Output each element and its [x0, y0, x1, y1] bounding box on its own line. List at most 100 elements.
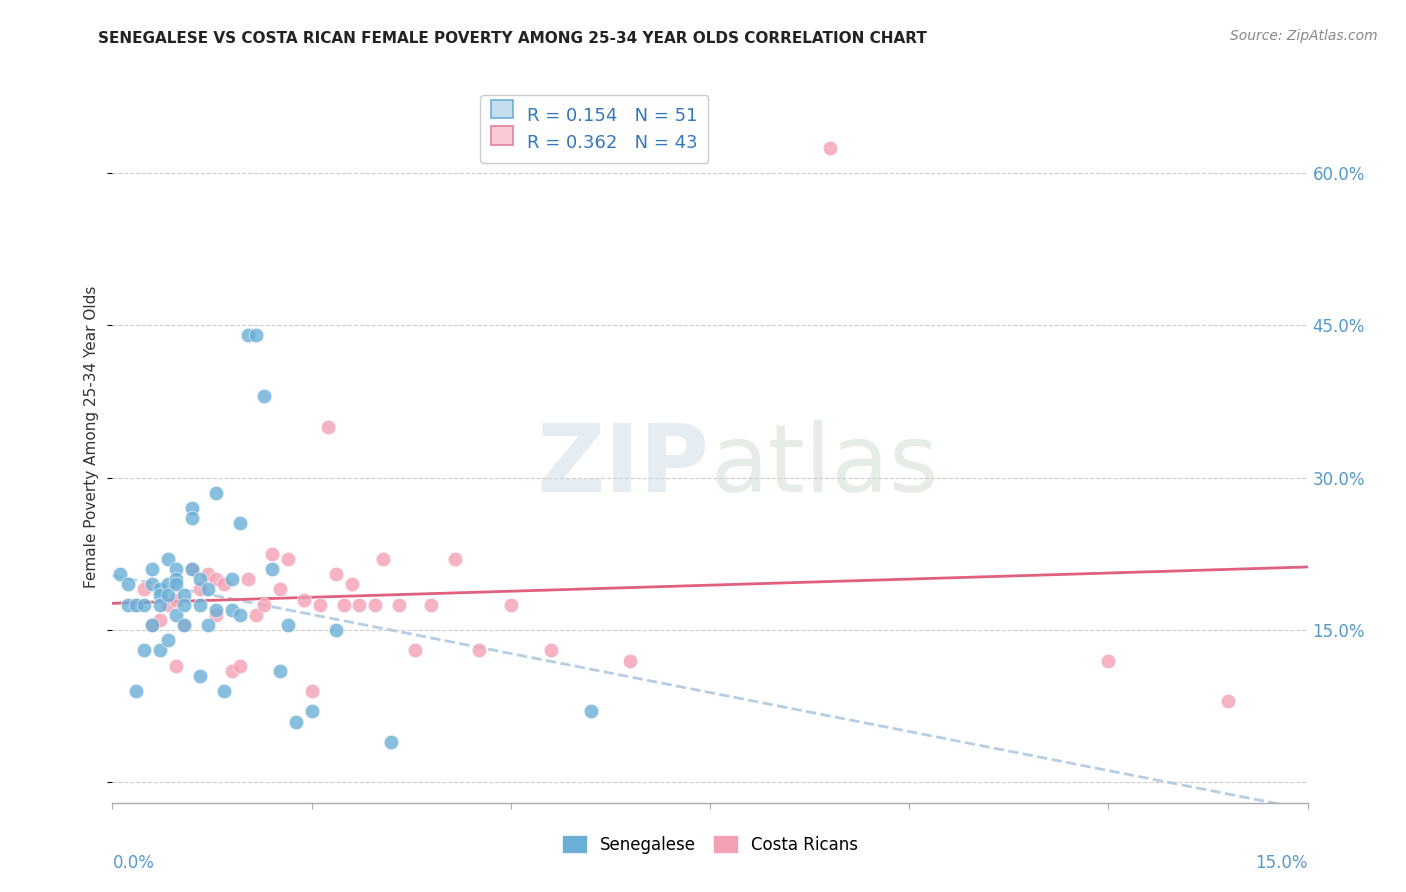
Point: [316, 420, 339, 434]
Point: [373, 552, 395, 566]
Point: [308, 598, 330, 612]
Point: [141, 577, 163, 591]
Point: [260, 562, 283, 576]
Point: [540, 643, 562, 657]
Point: [134, 582, 156, 597]
Point: [245, 607, 267, 622]
Point: [173, 588, 195, 602]
Point: [117, 577, 139, 591]
Point: [212, 577, 235, 591]
Point: [349, 598, 371, 612]
Y-axis label: Female Poverty Among 25-34 Year Olds: Female Poverty Among 25-34 Year Olds: [84, 286, 100, 588]
Point: [188, 582, 211, 597]
Point: [301, 705, 323, 719]
Point: [221, 603, 243, 617]
Point: [149, 582, 172, 597]
Point: [165, 562, 187, 576]
Point: [141, 618, 163, 632]
Point: [149, 588, 172, 602]
Point: [253, 598, 276, 612]
Point: [188, 572, 211, 586]
Point: [165, 592, 187, 607]
Point: [277, 618, 299, 632]
Point: [499, 598, 522, 612]
Point: [277, 552, 299, 566]
Point: [229, 607, 252, 622]
Point: [229, 658, 252, 673]
Point: [340, 577, 363, 591]
Point: [260, 547, 283, 561]
Point: [197, 618, 219, 632]
Point: [157, 633, 180, 648]
Point: [236, 572, 259, 586]
Point: [332, 598, 354, 612]
Point: [157, 552, 180, 566]
Point: [420, 598, 443, 612]
Point: [404, 643, 426, 657]
Point: [157, 588, 180, 602]
Point: [205, 603, 228, 617]
Point: [149, 613, 172, 627]
Text: Source: ZipAtlas.com: Source: ZipAtlas.com: [1230, 29, 1378, 43]
Point: [205, 572, 228, 586]
Point: [236, 328, 259, 343]
Text: 0.0%: 0.0%: [112, 854, 155, 872]
Point: [165, 607, 187, 622]
Point: [117, 598, 139, 612]
Point: [181, 562, 204, 576]
Point: [157, 577, 180, 591]
Point: [165, 658, 187, 673]
Point: [292, 592, 315, 607]
Point: [188, 669, 211, 683]
Point: [165, 577, 187, 591]
Point: [173, 618, 195, 632]
Point: [229, 516, 252, 531]
Point: [221, 664, 243, 678]
Point: [173, 598, 195, 612]
Point: [110, 567, 132, 582]
Point: [818, 140, 841, 154]
Point: [1097, 654, 1119, 668]
Point: [253, 389, 276, 403]
Point: [141, 562, 163, 576]
Point: [149, 643, 172, 657]
Point: [245, 328, 267, 343]
Point: [205, 607, 228, 622]
Point: [212, 684, 235, 698]
Text: SENEGALESE VS COSTA RICAN FEMALE POVERTY AMONG 25-34 YEAR OLDS CORRELATION CHART: SENEGALESE VS COSTA RICAN FEMALE POVERTY…: [98, 31, 928, 46]
Point: [380, 735, 402, 749]
Point: [157, 598, 180, 612]
Point: [468, 643, 491, 657]
Point: [181, 562, 204, 576]
Point: [205, 486, 228, 500]
Point: [221, 572, 243, 586]
Point: [197, 582, 219, 597]
Point: [579, 705, 602, 719]
Point: [125, 598, 148, 612]
Point: [301, 684, 323, 698]
Text: atlas: atlas: [710, 420, 938, 512]
Point: [141, 618, 163, 632]
Point: [619, 654, 641, 668]
Point: [125, 598, 148, 612]
Point: [269, 582, 291, 597]
Point: [197, 567, 219, 582]
Point: [284, 714, 307, 729]
Point: [444, 552, 467, 566]
Point: [364, 598, 387, 612]
Point: [269, 664, 291, 678]
Point: [181, 501, 204, 516]
Point: [149, 598, 172, 612]
Point: [325, 567, 347, 582]
Text: 15.0%: 15.0%: [1256, 854, 1308, 872]
Point: [181, 511, 204, 525]
Point: [125, 684, 148, 698]
Point: [188, 598, 211, 612]
Point: [1216, 694, 1239, 708]
Text: ZIP: ZIP: [537, 420, 710, 512]
Legend: Senegalese, Costa Ricans: Senegalese, Costa Ricans: [555, 829, 865, 860]
Point: [165, 572, 187, 586]
Point: [325, 623, 347, 637]
Point: [134, 598, 156, 612]
Point: [134, 643, 156, 657]
